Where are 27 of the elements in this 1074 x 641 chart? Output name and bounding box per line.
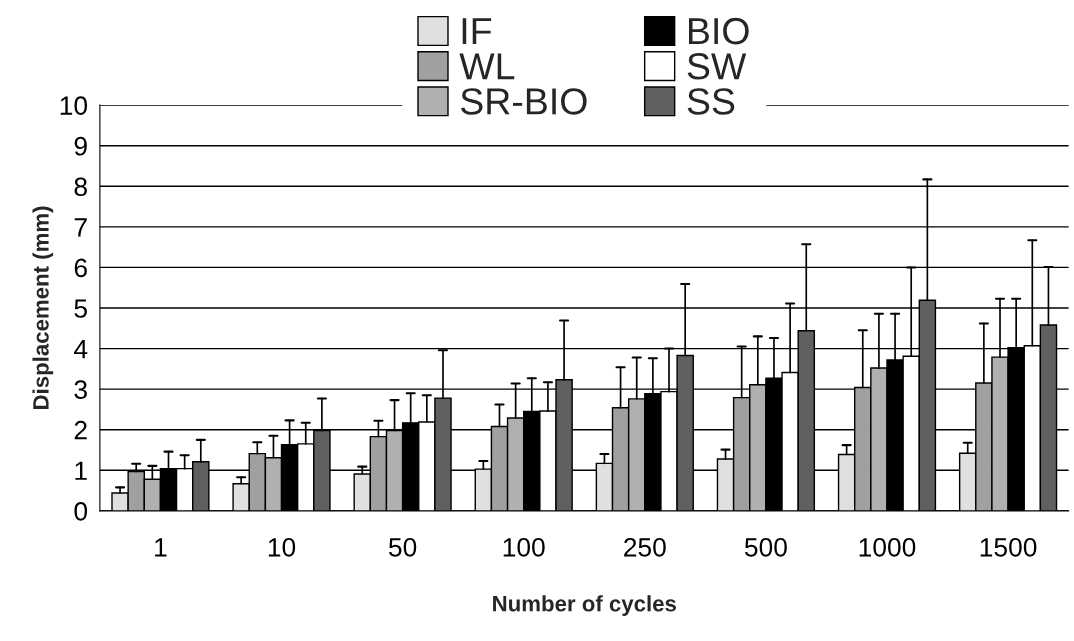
legend-label: BIO [689, 17, 749, 45]
x-tick-label: 10 [268, 537, 296, 557]
x-tick-label: 500 [744, 537, 787, 557]
y-tick-label: 4 [74, 339, 88, 359]
y-tick-label: 0 [74, 502, 88, 521]
y-tick-label: 3 [74, 380, 87, 399]
legend-label: SS [687, 88, 735, 115]
y-tick-label: 1 [75, 461, 87, 480]
legend-label: SR-BIO [460, 88, 587, 115]
y-tick-label: 10 [60, 96, 88, 115]
legend-label: IF [462, 18, 492, 45]
x-tick-label: 50 [389, 537, 417, 557]
y-tick-label: 5 [74, 299, 87, 318]
y-tick-label: 8 [74, 177, 87, 197]
x-tick-label: 1 [155, 538, 167, 557]
x-tick-label: 250 [624, 537, 666, 557]
x-axis-title: Number of cycles [493, 595, 676, 616]
x-tick-label: 1000 [859, 537, 916, 557]
y-tick-label: 2 [74, 420, 87, 440]
legend-label: SW [687, 53, 747, 80]
x-tick-label: 1500 [980, 537, 1037, 557]
legend-label: WL [459, 53, 515, 80]
y-tick-label: 6 [74, 258, 87, 278]
y-tick-label: 9 [74, 136, 87, 156]
y-tick-label: 7 [74, 218, 87, 237]
x-tick-label: 100 [503, 537, 545, 557]
y-axis-title: Displacement (mm) [32, 206, 54, 410]
